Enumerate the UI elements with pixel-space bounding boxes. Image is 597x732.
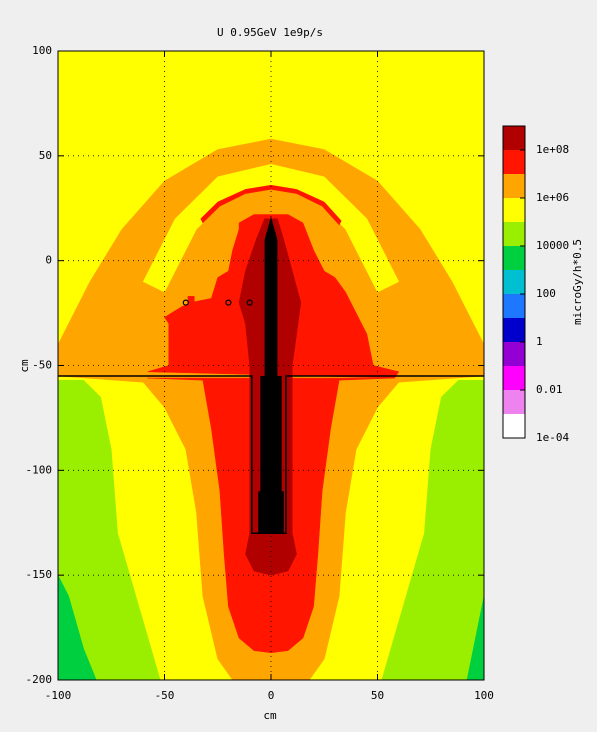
colorbar-segment [503, 414, 525, 438]
dose-region [58, 575, 97, 680]
colorbar-segment [503, 174, 525, 198]
colorbar-segment [503, 150, 525, 174]
marker [246, 299, 253, 306]
plot-border [57, 50, 485, 681]
colorbar-segment [503, 246, 525, 270]
dose-region [381, 379, 484, 680]
y-tick-label: -50 [32, 359, 52, 372]
colorbar-segment [503, 390, 525, 414]
y-tick-label: 50 [39, 149, 52, 162]
colorbar-tick-label: 1e+08 [536, 143, 569, 156]
colorbar-tick-label: 10000 [536, 239, 569, 252]
colorbar-segment [503, 222, 525, 246]
colorbar-segment [503, 294, 525, 318]
marker [225, 299, 232, 306]
y-axis-label: cm [18, 359, 31, 373]
target [258, 216, 284, 534]
x-axis-label: cm [263, 709, 277, 722]
colorbar-border [502, 125, 526, 439]
y-tick-label: -150 [26, 568, 53, 581]
plot-area [58, 51, 484, 680]
overlay [57, 50, 485, 681]
colorbar-tick-label: 1 [536, 335, 543, 348]
y-tick-label: -100 [26, 463, 53, 476]
colorbar-tick-label: 0.01 [536, 383, 563, 396]
colorbar-segment [503, 342, 525, 366]
dose-region [200, 184, 342, 226]
chart-title: U 0.95GeV 1e9p/s [217, 26, 323, 39]
colorbar-label: microGy/h*0.5 [571, 239, 584, 325]
y-tick-label: -200 [26, 673, 53, 686]
dose-region [58, 379, 161, 680]
colorbar-tick-label: 100 [536, 287, 556, 300]
dose-region [466, 596, 484, 680]
colorbar-segment [503, 126, 525, 150]
colorbar-segment [503, 270, 525, 294]
y-tick-label: 0 [45, 254, 52, 267]
x-tick-label: 50 [371, 689, 384, 702]
x-tick-label: 0 [268, 689, 275, 702]
y-tick-label: 100 [32, 44, 52, 57]
dose-region [187, 296, 195, 303]
colorbar-tick-label: 1e+06 [536, 191, 569, 204]
x-tick-label: 100 [474, 689, 494, 702]
colorbar-segment [503, 318, 525, 342]
colorbar-segment [503, 366, 525, 390]
geometry-outline [58, 375, 484, 534]
marker [182, 299, 189, 306]
colorbar-tick-label: 1e-04 [536, 431, 569, 444]
colorbar-segment [503, 198, 525, 222]
x-tick-label: -50 [155, 689, 175, 702]
x-tick-label: -100 [45, 689, 72, 702]
